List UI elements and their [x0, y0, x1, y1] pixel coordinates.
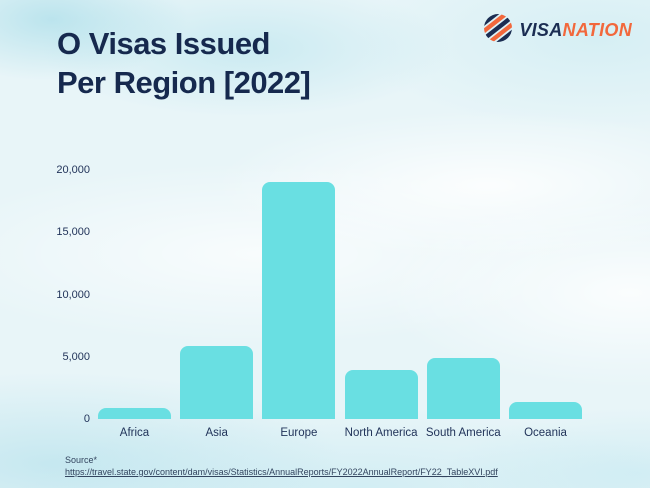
bar-africa [98, 407, 171, 419]
x-axis-label-north-america: North America [344, 427, 418, 439]
source-link[interactable]: https://travel.state.gov/content/dam/vis… [65, 467, 498, 477]
source-label: Source* [65, 455, 98, 465]
page-title-line2: Per Region [2022] [57, 65, 311, 100]
brand-wordmark-nation: NATION [562, 20, 632, 40]
x-axis-label-south-america: South America [425, 427, 501, 439]
y-axis-tick-label: 5,000 [62, 350, 90, 363]
x-axis-label-oceania: Oceania [524, 427, 567, 439]
bar-north-america [344, 370, 418, 419]
y-axis-tick-label: 20,000 [56, 164, 90, 176]
brand-wordmark: VISANATION [519, 20, 632, 41]
y-axis-tick-label: 10,000 [56, 288, 90, 301]
bar-oceania [509, 401, 582, 419]
x-axis-label-europe: Europe [280, 427, 318, 439]
bar-south-america [426, 358, 500, 419]
y-axis-tick-label: 15,000 [56, 226, 90, 239]
x-axis-label-africa: Africa [119, 427, 150, 439]
page-title-line1: O Visas Issued [57, 26, 271, 61]
x-axis-label-asia: Asia [205, 427, 228, 439]
globe-stripes-icon [483, 13, 513, 48]
brand-wordmark-visa: VISA [519, 20, 563, 40]
source-note: Source* https://travel.state.gov/content… [65, 454, 498, 478]
y-axis-tick-label: 0 [83, 413, 90, 425]
visanation-logo: VISANATION [483, 13, 632, 48]
bar-europe [262, 182, 336, 419]
page-title: O Visas Issued Per Region [2022] [57, 24, 311, 102]
bar-asia [180, 345, 254, 419]
